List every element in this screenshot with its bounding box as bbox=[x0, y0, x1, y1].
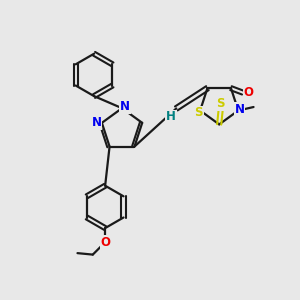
Text: S: S bbox=[194, 106, 203, 119]
Text: N: N bbox=[120, 100, 130, 113]
Text: N: N bbox=[92, 116, 102, 129]
Text: S: S bbox=[216, 97, 225, 110]
Text: O: O bbox=[100, 236, 110, 249]
Text: O: O bbox=[244, 86, 254, 99]
Text: N: N bbox=[235, 103, 245, 116]
Text: H: H bbox=[166, 110, 176, 123]
